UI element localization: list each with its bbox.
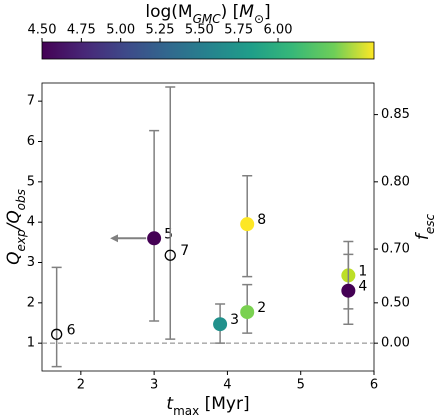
x-tick-label: 3 xyxy=(150,378,158,393)
y-axis-label: Qexp/Qobs xyxy=(4,189,28,265)
label-part: max xyxy=(173,404,199,418)
label-part: M xyxy=(239,2,254,22)
colorbar-tick-label: 5.75 xyxy=(224,23,253,38)
colorbar-label: log(MGMC) [M⊙] xyxy=(145,2,270,26)
label-part: GMC xyxy=(193,12,222,26)
data-point xyxy=(240,305,255,320)
label-part: log(M xyxy=(145,2,192,22)
label-part: exp xyxy=(14,229,28,251)
y2-tick-label: 0.70 xyxy=(381,242,410,257)
data-point xyxy=(240,217,255,232)
y-tick-label: 7 xyxy=(27,94,35,109)
point-label: 1 xyxy=(358,263,367,279)
point-label: 5 xyxy=(164,226,173,242)
y2-tick-label: 0.50 xyxy=(381,295,410,310)
error-bar xyxy=(51,266,62,368)
x-axis-label: tmax [Myr] xyxy=(166,394,249,418)
y2-tick-label: 0.00 xyxy=(381,336,410,351)
label-part: t xyxy=(166,394,174,414)
plot-frame xyxy=(41,82,375,372)
label-part: /Q xyxy=(4,210,24,231)
error-bar xyxy=(149,129,160,322)
data-point xyxy=(164,249,176,261)
colorbar xyxy=(41,41,375,60)
y-tick-label: 2 xyxy=(27,295,35,310)
point-label: 7 xyxy=(180,243,189,259)
point-label: 2 xyxy=(257,300,266,316)
colorbar-tick-label: 4.50 xyxy=(28,23,57,38)
label-part: f xyxy=(413,231,433,240)
colorbar-tick-label: 4.75 xyxy=(67,23,96,38)
y-tick-label: 5 xyxy=(27,174,35,189)
data-point xyxy=(147,231,162,246)
y-tick-label: 3 xyxy=(27,255,35,270)
x-tick-label: 4 xyxy=(223,378,231,393)
label-part: ] xyxy=(264,2,271,22)
label-part: obs xyxy=(14,189,28,210)
label-part: ⊙ xyxy=(254,12,264,26)
data-point xyxy=(51,328,63,340)
y-tick-label: 4 xyxy=(27,215,35,230)
x-tick-label: 2 xyxy=(77,378,85,393)
data-point xyxy=(213,317,228,332)
error-bar xyxy=(165,86,176,340)
y2-tick-label: 0.85 xyxy=(381,107,410,122)
point-label: 6 xyxy=(67,322,76,338)
colorbar-tick-label: 5.00 xyxy=(106,23,135,38)
label-part: [Myr] xyxy=(199,394,249,414)
y2-tick-label: 0.80 xyxy=(381,174,410,189)
x-tick-label: 6 xyxy=(370,378,378,393)
data-point xyxy=(341,283,356,298)
point-label: 3 xyxy=(230,312,239,328)
colorbar-tick-label: 6.00 xyxy=(264,23,293,38)
y-tick-label: 6 xyxy=(27,134,35,149)
colorbar-tick-label: 5.25 xyxy=(146,23,175,38)
label-part: Q xyxy=(4,252,24,265)
y2-axis-label: fesc xyxy=(413,213,436,240)
x-tick-label: 5 xyxy=(297,378,305,393)
point-label: 4 xyxy=(358,279,367,295)
point-label: 8 xyxy=(257,212,266,228)
colorbar-tick-label: 5.50 xyxy=(185,23,214,38)
y-tick-label: 1 xyxy=(27,336,35,351)
label-part: ) [ xyxy=(221,2,240,22)
label-part: esc xyxy=(423,213,436,234)
